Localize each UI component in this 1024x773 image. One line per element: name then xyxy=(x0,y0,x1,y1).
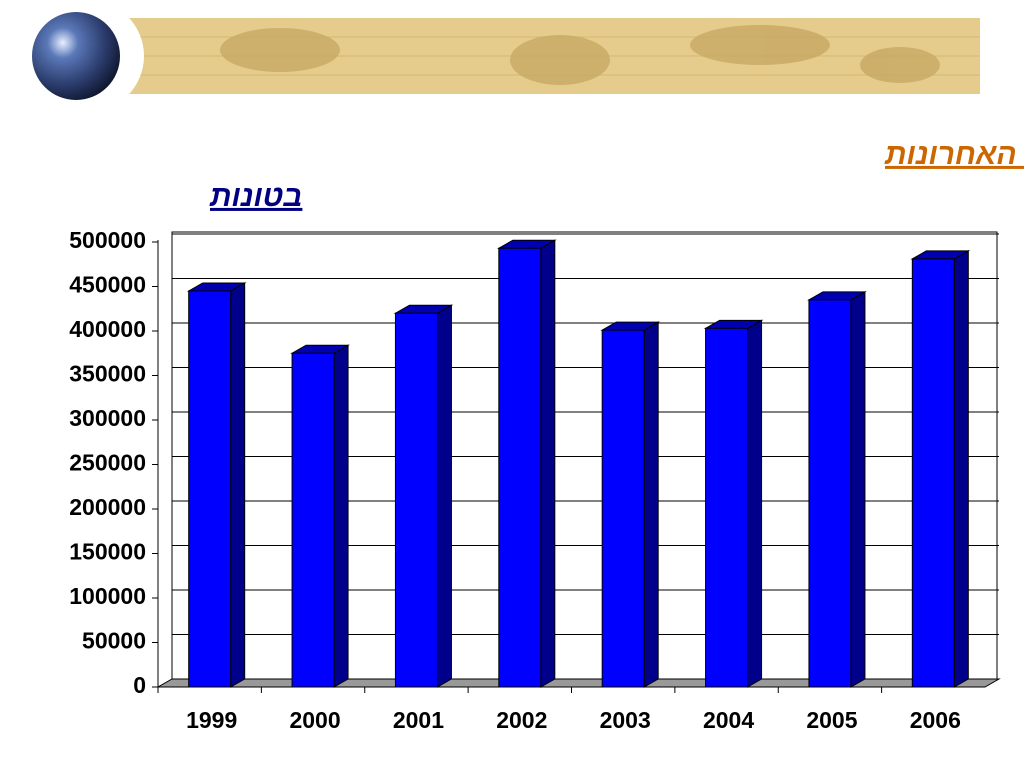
bar xyxy=(911,258,955,688)
bar-side xyxy=(540,239,556,688)
globe-icon xyxy=(32,12,120,100)
x-tick-label: 2006 xyxy=(910,707,961,733)
y-tick-label: 300000 xyxy=(69,405,146,431)
bar xyxy=(498,247,542,688)
x-tick-label: 2004 xyxy=(703,707,754,733)
bar xyxy=(188,290,232,688)
y-tick-label: 50000 xyxy=(82,628,146,654)
y-tick-label: 350000 xyxy=(69,361,146,387)
chart-title: יצוא פלפל מספרד בשנים האחרונות xyxy=(884,138,1024,171)
y-tick-label: 250000 xyxy=(69,450,146,476)
y-tick-label: 400000 xyxy=(69,316,146,342)
x-tick-label: 2002 xyxy=(496,707,547,733)
bar xyxy=(808,299,852,688)
bar-side xyxy=(333,344,349,688)
x-tick-label: 1999 xyxy=(186,707,237,733)
y-tick-label: 200000 xyxy=(69,494,146,520)
y-tick-label: 150000 xyxy=(69,539,146,565)
bar xyxy=(601,329,645,688)
x-tick-label: 2003 xyxy=(600,707,651,733)
bar xyxy=(394,312,438,688)
bar-side xyxy=(230,282,246,688)
bar-side xyxy=(436,304,452,688)
y-tick-label: 100000 xyxy=(69,583,146,609)
bar-side xyxy=(643,321,659,688)
bar-side xyxy=(850,290,866,688)
chart-subtitle: בטונות xyxy=(209,180,302,213)
bar xyxy=(705,327,749,688)
bar-side xyxy=(953,250,969,688)
bar-side xyxy=(747,319,763,688)
x-tick-label: 2001 xyxy=(393,707,444,733)
plot-area xyxy=(156,231,1001,688)
x-tick-label: 2005 xyxy=(806,707,857,733)
header-banner xyxy=(32,0,980,112)
bar xyxy=(291,352,335,688)
y-tick-label: 500000 xyxy=(69,227,146,253)
y-tick-label: 0 xyxy=(133,672,146,698)
x-tick-label: 2000 xyxy=(289,707,340,733)
y-tick-label: 450000 xyxy=(69,272,146,298)
